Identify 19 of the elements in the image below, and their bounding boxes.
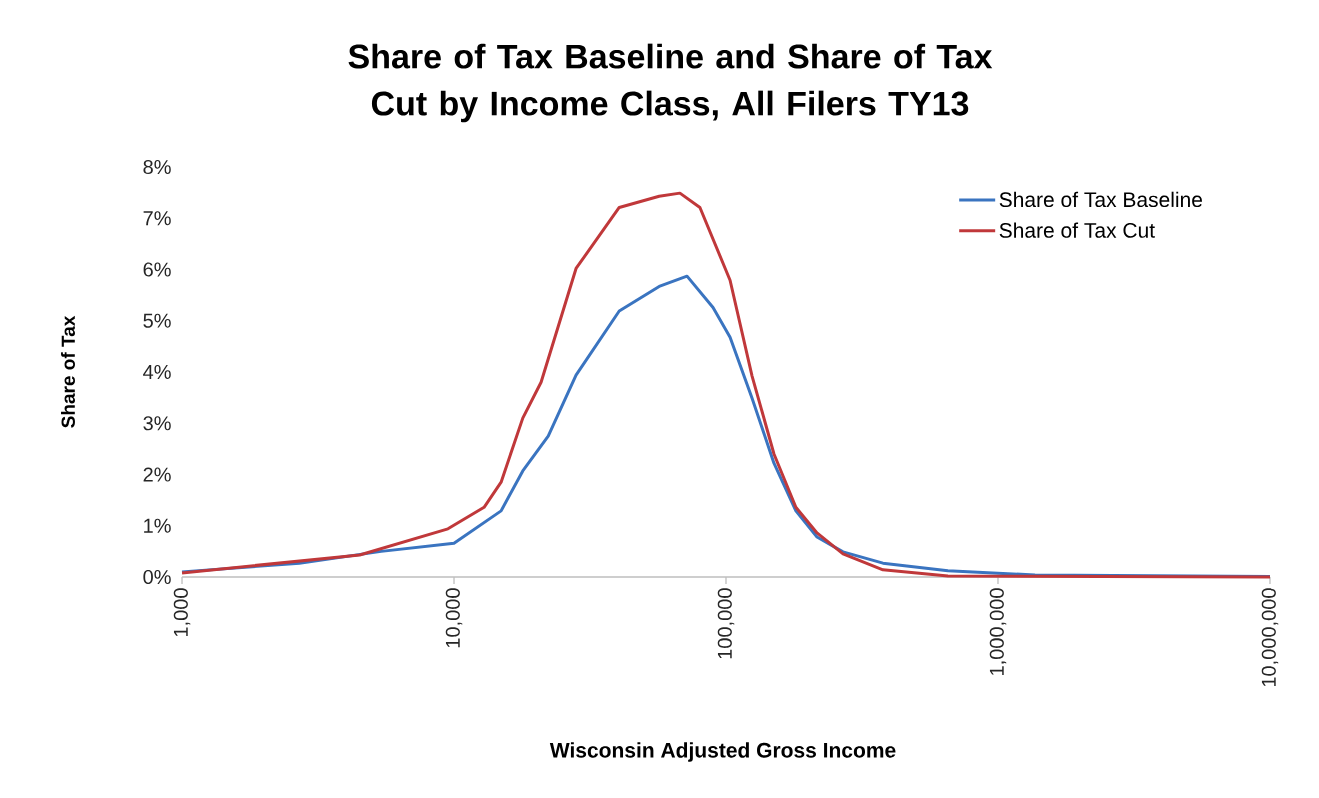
y-tick-label: 3% (143, 416, 171, 431)
x-tick-label: 100,000 (717, 588, 735, 659)
y-tick-label: 6% (143, 262, 171, 277)
y-tick-label: 1% (144, 518, 171, 533)
chart-title: Share of Tax Baseline and Share of Tax Cut by Income Class, All Filers TY13 (348, 43, 993, 123)
x-tick-label: 10,000 (445, 588, 463, 648)
y-axis-title: Share of Tax (61, 315, 75, 428)
y-tick-label: 7% (143, 211, 171, 226)
y-tick-label: 4% (143, 365, 171, 379)
y-tick-label: 5% (143, 313, 171, 328)
y-tick-label: 2% (143, 467, 171, 482)
x-tick-label: 10,000,000 (1261, 588, 1279, 687)
legend-label: Share of Tax Cut (999, 222, 1155, 238)
y-tick-label: 0% (143, 569, 171, 585)
legend-label: Share of Tax Baseline (999, 191, 1202, 208)
x-tick-label: 1,000 (173, 588, 191, 637)
x-tick-label: 1,000,000 (989, 588, 1007, 675)
y-tick-label: 8% (143, 159, 171, 175)
x-axis-title: Wisconsin Adjusted Gross Income (549, 742, 896, 762)
